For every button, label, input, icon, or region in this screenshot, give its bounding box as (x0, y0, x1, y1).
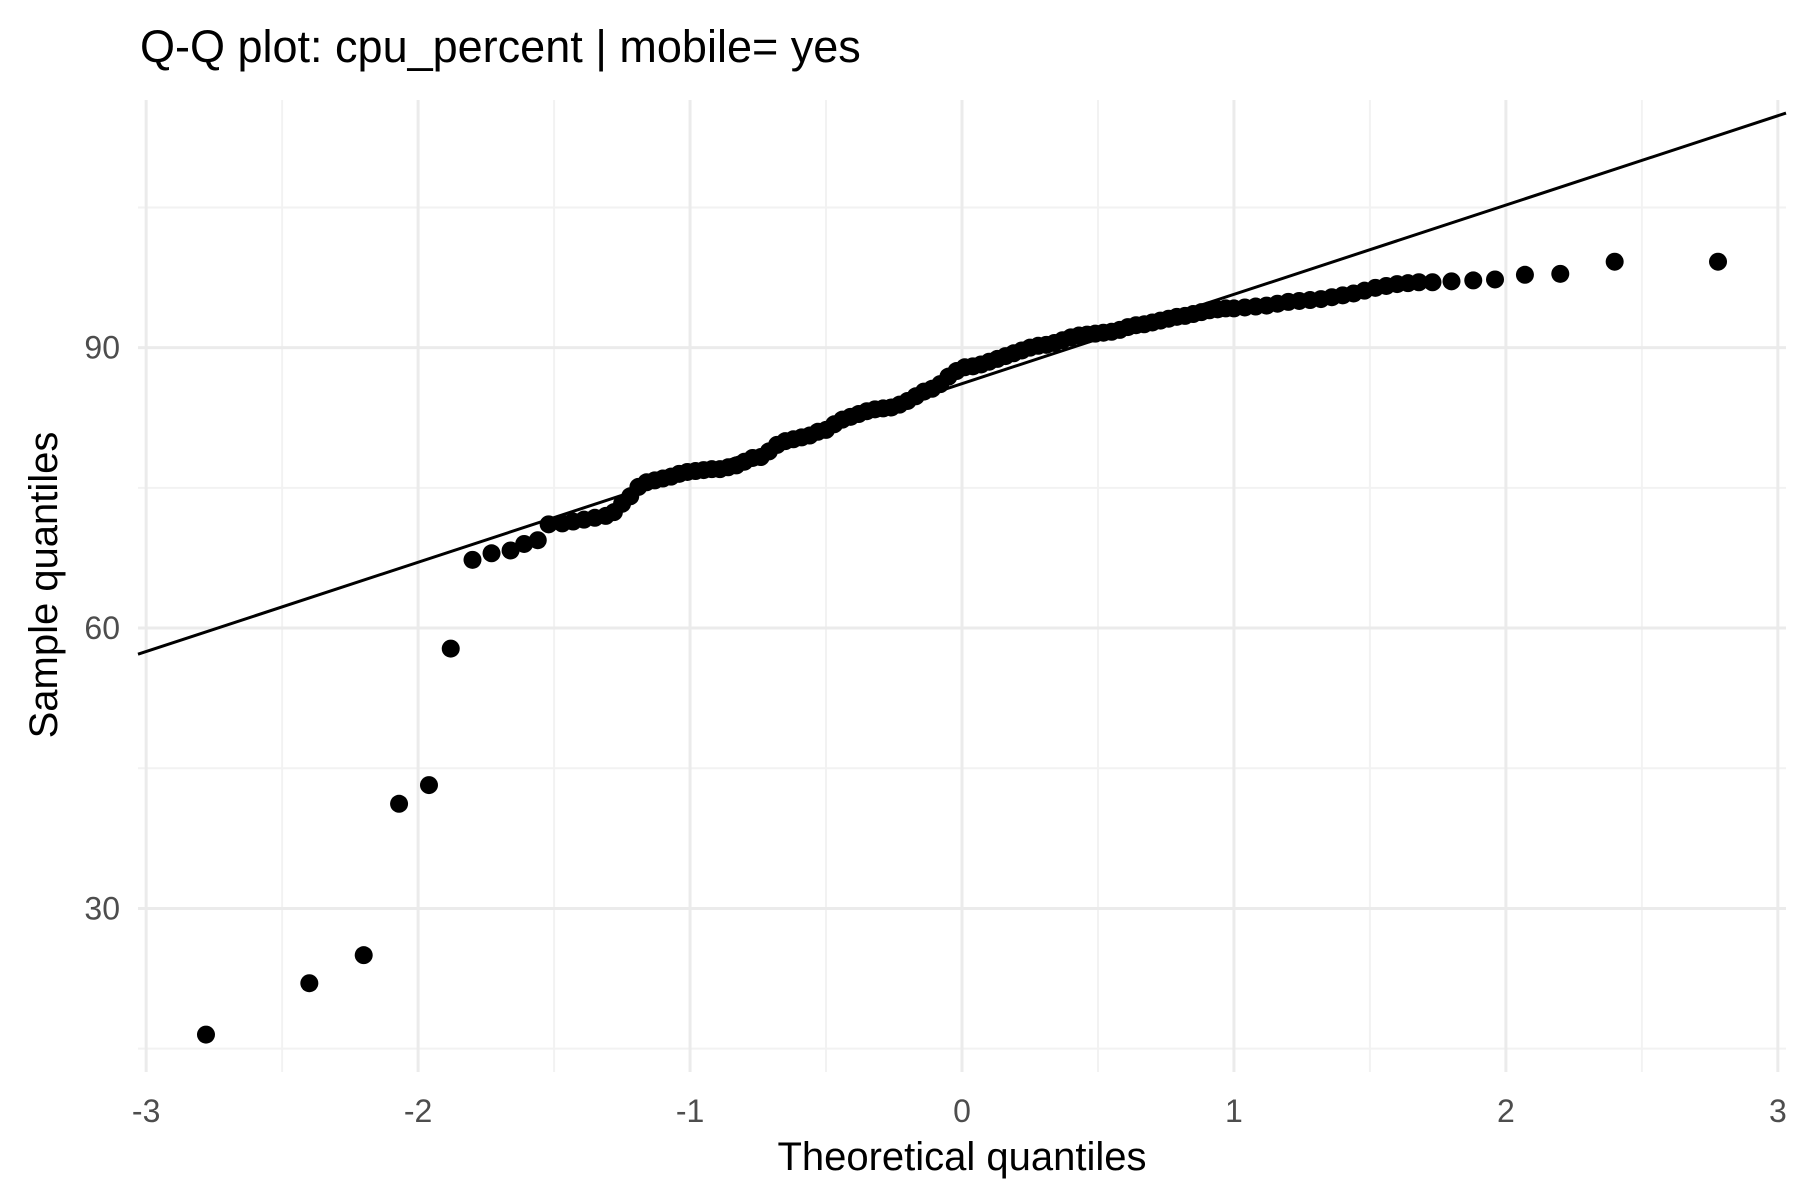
qq-point (1486, 270, 1504, 288)
grid-layer (138, 100, 1786, 1072)
qq-point (197, 1026, 215, 1044)
qq-point (463, 551, 481, 569)
chart-title: Q-Q plot: cpu_percent | mobile= yes (140, 21, 861, 72)
y-tick-label: 30 (84, 890, 120, 926)
x-axis-label: Theoretical quantiles (777, 1135, 1146, 1179)
qq-point (1443, 272, 1461, 290)
qq-point (1464, 271, 1482, 289)
qq-point (390, 795, 408, 813)
x-tick-label: -2 (404, 1093, 432, 1129)
qq-point (483, 544, 501, 562)
y-tick-label: 60 (84, 610, 120, 646)
qq-point (300, 974, 318, 992)
qq-point (355, 946, 373, 964)
x-tick-label: 0 (953, 1093, 971, 1129)
qq-point (1516, 266, 1534, 284)
x-tick-label: 3 (1769, 1093, 1787, 1129)
x-tick-label: -3 (132, 1093, 160, 1129)
qq-point (1423, 273, 1441, 291)
y-tick-label: 90 (84, 330, 120, 366)
tick-layer: -3 -2 -1 0 1 2 3 30 60 90 (84, 330, 1786, 1129)
qq-point (529, 531, 547, 549)
x-tick-label: -1 (676, 1093, 704, 1129)
qq-point (420, 776, 438, 794)
x-tick-label: 2 (1497, 1093, 1515, 1129)
y-axis-label: Sample quantiles (22, 432, 66, 739)
x-tick-label: 1 (1225, 1093, 1243, 1129)
qq-point (1709, 253, 1727, 271)
qq-point (1606, 253, 1624, 271)
qq-point (442, 640, 460, 658)
qq-point (1551, 265, 1569, 283)
